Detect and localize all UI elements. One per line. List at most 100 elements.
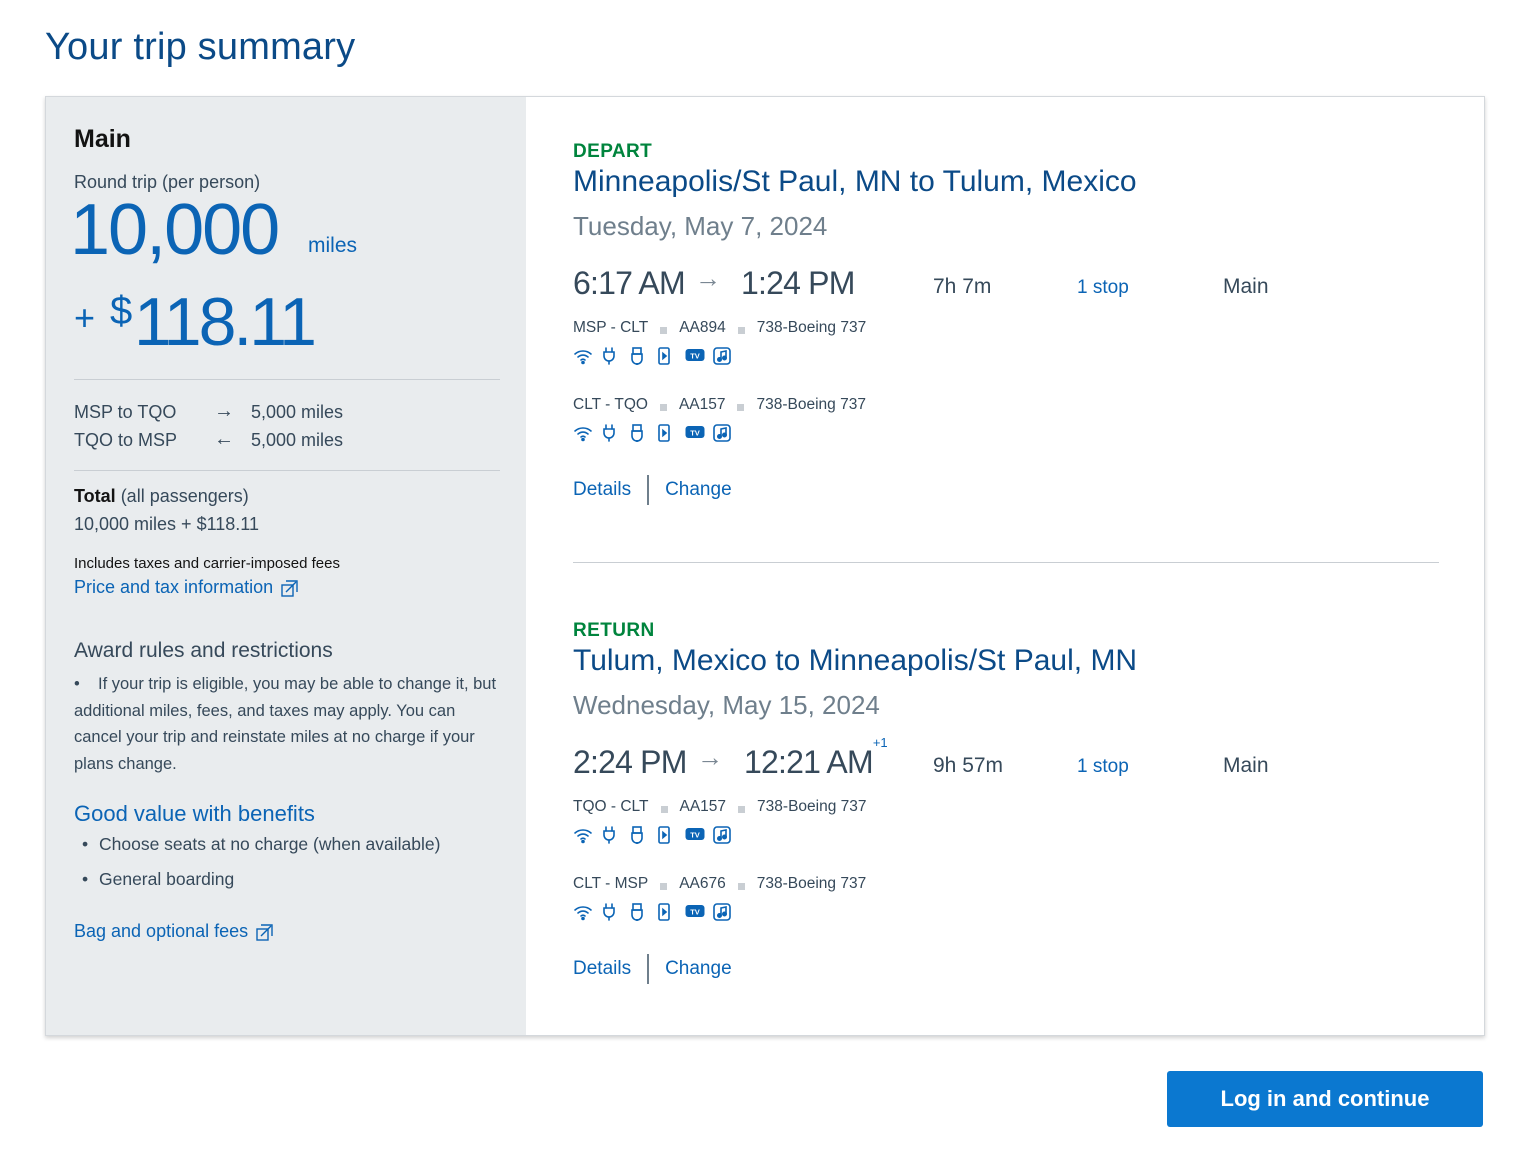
divider: [74, 379, 500, 380]
separator-dot: [737, 403, 745, 411]
arrive-time-wrap: 1:24 PM: [741, 265, 855, 302]
mobile-entertainment-icon: [657, 826, 675, 844]
svg-text:TV: TV: [690, 830, 700, 839]
divider: [74, 470, 500, 471]
link-divider: [647, 475, 650, 505]
change-link[interactable]: Change: [665, 958, 732, 979]
power-outlet-icon: [601, 347, 619, 365]
mobile-entertainment-icon: [657, 424, 675, 442]
separator-dot: [660, 805, 668, 813]
total-heading: Total (all passengers): [74, 486, 249, 507]
separator-dot: [659, 403, 667, 411]
svg-text:TV: TV: [690, 907, 700, 916]
separator-dot: [660, 326, 668, 334]
aircraft: 738-Boeing 737: [756, 875, 867, 892]
separator-dot: [737, 882, 745, 890]
power-outlet-icon: [601, 826, 619, 844]
aircraft: 738-Boeing 737: [757, 798, 867, 815]
tv-icon: TV: [685, 903, 705, 921]
currency-symbol: $: [110, 289, 133, 333]
total-label: Total: [74, 486, 116, 506]
usb-icon: [629, 347, 647, 365]
separator-dot: [660, 882, 668, 890]
music-icon: [713, 826, 731, 844]
leg-actions: Details Change: [573, 954, 732, 984]
power-outlet-icon: [601, 903, 619, 921]
svg-text:TV: TV: [690, 428, 700, 437]
award-rules-body: If your trip is eligible, you may be abl…: [74, 675, 497, 773]
segment-info: CLT - MSP AA676 738-Boeing 737: [573, 875, 866, 893]
leg-duration: 9h 57m: [933, 754, 1004, 777]
change-link[interactable]: Change: [665, 479, 732, 500]
usb-icon: [629, 903, 647, 921]
amenity-icons: TV: [573, 347, 731, 365]
segment-route: MSP to TQO: [74, 402, 177, 422]
details-link[interactable]: Details: [573, 479, 632, 500]
segment-info: TQO - CLT AA157 738-Boeing 737: [573, 798, 867, 816]
list-item: General boarding: [82, 866, 440, 901]
price-value: 118.11: [134, 284, 317, 360]
segment-route: TQO to MSP: [74, 430, 178, 450]
arrive-time: 12:21 AM: [744, 744, 874, 780]
leg-duration: 7h 7m: [933, 275, 992, 298]
external-link-icon: [256, 923, 273, 941]
leg-divider: [573, 562, 1439, 563]
leg-route: Minneapolis/St Paul, MN to Tulum, Mexico: [573, 165, 1137, 198]
wifi-icon: [573, 903, 592, 921]
mobile-entertainment-icon: [657, 347, 675, 365]
usb-icon: [629, 826, 647, 844]
arrow-right-icon: →: [214, 400, 234, 422]
amenity-icons: TV: [573, 424, 731, 442]
leg-actions: Details Change: [573, 475, 732, 505]
details-link[interactable]: Details: [573, 958, 632, 979]
wifi-icon: [573, 347, 592, 365]
depart-time: 6:17 AM: [573, 265, 686, 301]
flight-number: AA676: [679, 875, 726, 892]
list-item: Choose seats at no charge (when availabl…: [82, 831, 440, 866]
aircraft: 738-Boeing 737: [756, 396, 866, 413]
award-rules-text: • If your trip is eligible, you may be ab…: [74, 671, 504, 777]
segment-miles: 5,000 miles: [251, 402, 344, 422]
separator-dot: [738, 805, 746, 813]
stops-link[interactable]: 1 stop: [1077, 277, 1129, 298]
benefits-heading: Good value with benefits: [74, 801, 315, 826]
segment-route: MSP - CLT: [573, 319, 649, 336]
link-divider: [647, 954, 650, 984]
leg-label: DEPART: [573, 141, 653, 162]
tv-icon: TV: [685, 826, 705, 844]
external-link-icon: [281, 579, 298, 597]
segment-info: CLT - TQO AA157 738-Boeing 737: [573, 396, 866, 414]
flight-number: AA157: [679, 798, 727, 815]
arrive-time-wrap: 12:21 AM+1: [744, 735, 888, 781]
music-icon: [713, 903, 731, 921]
login-continue-button[interactable]: Log in and continue: [1167, 1071, 1483, 1127]
leg-date: Tuesday, May 7, 2024: [573, 211, 828, 241]
flight-segment: MSP - CLT AA894 738-Boeing 737 TV: [573, 319, 973, 389]
price-summary-panel: Main Round trip (per person) 10,000 mile…: [46, 97, 526, 1035]
total-value: 10,000 miles + $118.11: [74, 514, 259, 534]
miles-amount: 10,000: [70, 190, 280, 270]
flight-segment: CLT - MSP AA676 738-Boeing 737 TV: [573, 875, 973, 945]
bullet: •: [74, 675, 80, 693]
trip-type-label: Round trip (per person): [74, 172, 261, 192]
benefits-list: Choose seats at no charge (when availabl…: [82, 831, 440, 901]
music-icon: [713, 424, 731, 442]
leg-label: RETURN: [573, 620, 655, 641]
price-tax-link-label: Price and tax information: [74, 577, 274, 597]
separator-dot: [737, 326, 745, 334]
trip-summary-card: Main Round trip (per person) 10,000 mile…: [45, 96, 1485, 1036]
flight-number: AA157: [678, 396, 726, 413]
stops-link[interactable]: 1 stop: [1077, 756, 1129, 777]
plus-sign: +: [74, 297, 96, 338]
segment-route: CLT - MSP: [573, 875, 649, 892]
arrow-left-icon: ←: [214, 428, 234, 450]
cabin-heading: Main: [74, 125, 131, 153]
segment-info: MSP - CLT AA894 738-Boeing 737: [573, 319, 866, 337]
depart-time: 2:24 PM: [573, 744, 687, 780]
svg-text:TV: TV: [690, 351, 700, 360]
includes-note: Includes taxes and carrier-imposed fees: [74, 555, 340, 572]
arrive-time: 1:24 PM: [741, 265, 855, 301]
price-tax-link[interactable]: Price and tax information: [74, 577, 298, 598]
bag-fees-link[interactable]: Bag and optional fees: [74, 921, 273, 942]
music-icon: [713, 347, 731, 365]
